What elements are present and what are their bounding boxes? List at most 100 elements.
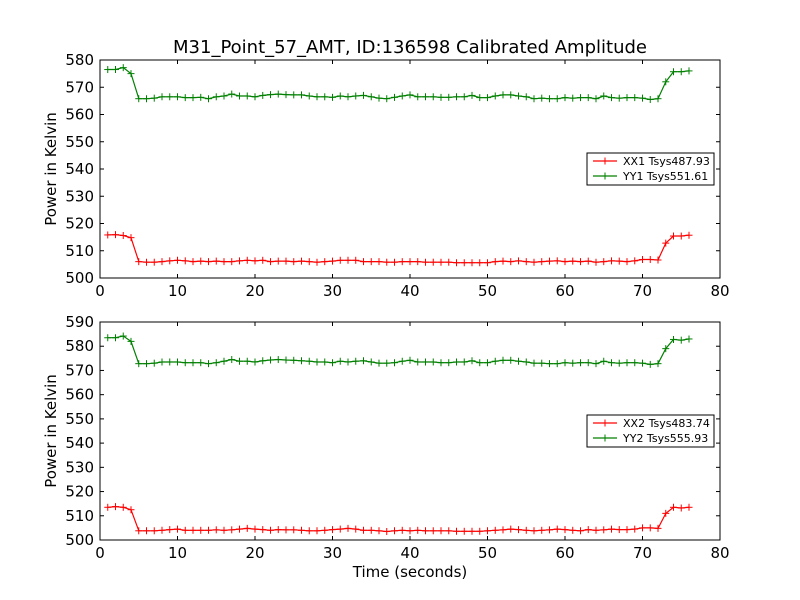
y-tick-label: 540: [65, 434, 94, 452]
data-point: [600, 92, 608, 100]
x-tick-label: 30: [323, 282, 342, 300]
data-point: [608, 525, 615, 533]
data-point: [344, 524, 352, 532]
series-line-2: [107, 66, 690, 101]
y-tick-label: 560: [65, 386, 94, 404]
x-tick-label: 70: [633, 544, 652, 562]
data-point: [546, 257, 553, 265]
y-tick-label: 510: [65, 507, 94, 525]
data-point: [166, 358, 174, 366]
data-point: [344, 358, 352, 366]
data-point: [274, 526, 282, 534]
data-point: [429, 258, 437, 266]
data-point: [298, 357, 305, 365]
data-point: [298, 91, 305, 99]
data-point: [267, 356, 274, 364]
data-point: [522, 258, 530, 266]
data-point: [584, 257, 592, 265]
data-point: [150, 527, 158, 535]
data-point: [220, 258, 228, 266]
data-point: [212, 526, 220, 534]
data-point: [631, 525, 639, 533]
x-tick-label: 40: [400, 544, 419, 562]
data-point: [584, 94, 592, 102]
data-point: [685, 231, 693, 239]
data-point: [654, 360, 662, 368]
y-tick-label: 540: [65, 160, 94, 178]
data-point: [670, 232, 677, 240]
data-point: [228, 356, 236, 364]
data-point: [391, 359, 398, 367]
data-point: [143, 258, 150, 266]
data-point: [104, 503, 112, 511]
data-point: [631, 257, 639, 265]
data-point: [143, 360, 150, 368]
y-tick-label: 510: [65, 242, 94, 260]
data-point: [375, 94, 383, 102]
data-point: [662, 78, 670, 86]
x-tick-label: 20: [245, 544, 264, 562]
data-point: [584, 526, 592, 534]
data-point: [228, 526, 236, 534]
x-tick-label: 80: [710, 282, 729, 300]
data-point: [491, 357, 499, 365]
data-point: [391, 93, 398, 101]
y-axis-label: Power in Kelvin: [42, 112, 60, 226]
data-point: [515, 357, 522, 365]
data-point: [329, 93, 336, 101]
data-point: [515, 257, 522, 265]
data-point: [600, 526, 608, 534]
data-point: [569, 359, 577, 367]
data-point: [453, 527, 460, 535]
data-point: [259, 357, 267, 365]
data-point: [639, 94, 646, 102]
data-point: [414, 258, 422, 266]
data-point: [367, 93, 375, 101]
series-line-1: [107, 505, 690, 533]
data-point: [685, 67, 693, 75]
data-point: [367, 526, 375, 534]
data-point: [321, 258, 329, 266]
data-point: [243, 524, 251, 532]
data-point: [499, 356, 507, 364]
data-point: [623, 526, 631, 534]
data-point: [429, 93, 437, 101]
data-point: [282, 356, 290, 364]
data-point: [197, 359, 205, 367]
data-point: [158, 93, 166, 101]
data-point: [491, 92, 499, 100]
data-point: [662, 239, 670, 247]
data-point: [112, 231, 119, 239]
data-point: [166, 526, 174, 534]
data-point: [197, 257, 205, 265]
data-point: [484, 527, 491, 535]
data-point: [592, 526, 600, 534]
data-point: [437, 258, 445, 266]
data-point: [181, 526, 189, 534]
x-axis-label: Time (seconds): [352, 563, 468, 581]
data-point: [569, 526, 577, 534]
data-point: [205, 95, 212, 103]
data-point: [507, 91, 515, 99]
legend-label: XX2 Tsys483.74: [623, 417, 710, 430]
data-point: [197, 93, 205, 101]
legend-label: YY2 Tsys555.93: [622, 432, 708, 445]
data-point: [429, 358, 437, 366]
data-point: [321, 526, 329, 534]
data-point: [189, 94, 197, 102]
data-point: [685, 503, 693, 511]
data-point: [608, 257, 615, 265]
data-point: [166, 257, 174, 265]
data-point: [127, 506, 135, 514]
data-point: [205, 258, 212, 266]
data-point: [189, 258, 197, 266]
data-point: [577, 527, 584, 535]
data-point: [468, 527, 476, 535]
data-point: [654, 256, 662, 264]
y-tick-label: 560: [65, 106, 94, 124]
data-point: [127, 70, 135, 78]
data-point: [592, 95, 600, 103]
data-point: [360, 526, 367, 534]
data-point: [677, 232, 685, 240]
data-point: [476, 527, 484, 535]
